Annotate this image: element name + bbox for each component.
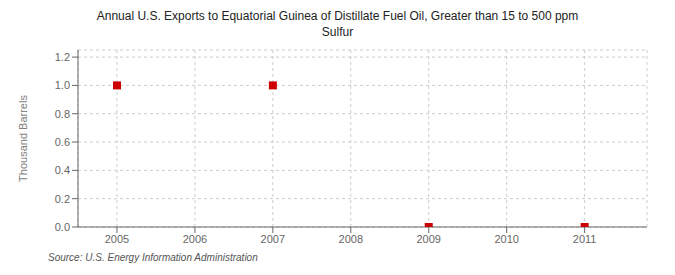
svg-text:0.8: 0.8 [55,108,70,120]
svg-text:2007: 2007 [261,233,285,245]
svg-text:Thousand Barrels: Thousand Barrels [17,95,29,182]
html-text:Annual U.S. Exports to Equator: Annual U.S. Exports to Equatorial Guinea… [96,9,579,23]
svg-text:2011: 2011 [573,233,597,245]
svg-text:2010: 2010 [494,233,518,245]
html-text:Source: U.S. Energy Informatio: Source: U.S. Energy Information Administ… [48,252,258,263]
svg-text:0.2: 0.2 [55,193,70,205]
svg-text:1.2: 1.2 [55,51,70,63]
svg-text:2005: 2005 [105,233,129,245]
svg-text:2006: 2006 [183,233,207,245]
svg-text:2008: 2008 [339,233,363,245]
svg-text:1.0: 1.0 [55,79,70,91]
svg-text:0.6: 0.6 [55,136,70,148]
svg-text:0.4: 0.4 [55,164,70,176]
html-text:Sulfur: Sulfur [321,25,354,39]
svg-text:0.0: 0.0 [55,221,70,233]
svg-text:2009: 2009 [417,233,441,245]
